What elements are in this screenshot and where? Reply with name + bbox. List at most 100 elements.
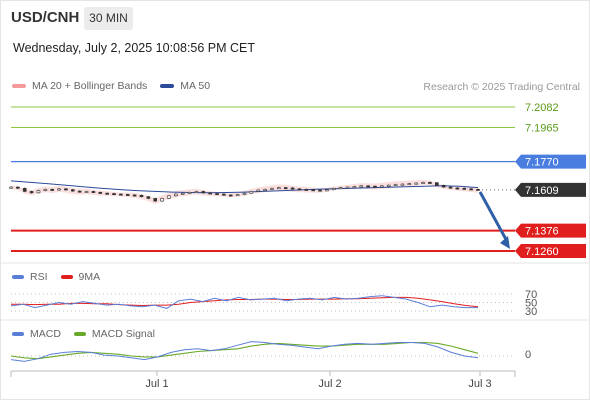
candle-body <box>441 185 446 188</box>
candle-body <box>469 188 473 191</box>
legend-label-9ma: 9MA <box>78 271 101 283</box>
symbol-title: USD/CNH <box>11 9 80 26</box>
legend-item-bollinger: MA 20 + Bollinger Bands <box>12 80 147 92</box>
candle-body <box>448 186 453 189</box>
candle-body <box>263 189 267 191</box>
candle-body <box>421 182 425 184</box>
candle-body <box>187 192 192 194</box>
x-tick-label: Jul 2 <box>318 378 341 390</box>
candle-body <box>318 189 322 192</box>
candle-body <box>105 192 109 195</box>
macd-line <box>10 341 479 362</box>
level-label-7-2082: 7.2082 <box>525 102 559 114</box>
candle-body <box>235 194 240 197</box>
rsi-tick-label: 50 <box>525 298 537 310</box>
candle-body <box>380 185 384 188</box>
candle-body <box>400 183 405 186</box>
candle-body <box>366 185 370 188</box>
x-tick-label: Jul 3 <box>468 378 491 390</box>
candle-body <box>201 191 206 194</box>
candle-body <box>256 189 261 192</box>
candle-body <box>194 191 199 193</box>
rsi-line <box>10 295 478 309</box>
candle-body <box>277 187 281 190</box>
candle-body <box>393 184 398 186</box>
timeframe-button[interactable]: 30 MIN <box>84 7 133 30</box>
candle-body <box>22 187 27 192</box>
candle-body <box>359 185 364 188</box>
level-tag-7-1260 <box>515 244 586 258</box>
rsi-legend: RSI 9MA <box>12 271 113 283</box>
candles-group <box>9 181 480 202</box>
rsi-tick-label: 70 <box>525 289 537 301</box>
candle-body <box>64 188 68 191</box>
candle-body <box>208 192 212 195</box>
candle-body <box>36 190 41 194</box>
candle-body <box>228 194 233 197</box>
candle-body <box>311 189 315 192</box>
candle-body <box>249 191 254 194</box>
timestamp-label: Wednesday, July 2, 2025 10:08:56 PM CET <box>13 41 256 55</box>
macd-swatch-icon <box>12 332 24 336</box>
candle-body <box>160 198 164 202</box>
candle-body <box>132 194 137 197</box>
level-tag-7-1376 <box>515 223 586 238</box>
level-label-7-1965: 7.1965 <box>525 122 559 134</box>
legend-item-ma50: MA 50 <box>160 80 210 92</box>
candle-body <box>476 189 480 191</box>
candle-body <box>345 186 350 189</box>
legend-label-rsi: RSI <box>30 271 48 283</box>
macd-signal-swatch-icon <box>73 332 86 336</box>
candle-body <box>43 189 48 191</box>
macd-legend: MACD MACD Signal <box>12 328 168 340</box>
candle-body <box>434 182 439 186</box>
candle-body <box>270 187 274 190</box>
candle-body <box>71 189 75 192</box>
chart-header: USD/CNH 30 MIN <box>0 0 590 36</box>
candle-body <box>57 188 61 191</box>
macd-tick-label: 0 <box>525 349 531 361</box>
legend-item-macd-signal: MACD Signal <box>73 328 155 340</box>
level-label-7-1609: 7.1609 <box>525 185 559 197</box>
level-label-7-1260: 7.1260 <box>525 246 559 258</box>
candle-body <box>462 187 467 190</box>
candle-body <box>153 198 158 202</box>
candle-body <box>167 195 171 199</box>
rsi-ma-swatch-icon <box>60 275 73 279</box>
ma50-line <box>10 180 479 194</box>
candle-body <box>125 194 130 196</box>
candle-body <box>290 187 295 190</box>
candle-body <box>297 188 302 191</box>
candle-body <box>29 191 34 194</box>
candle-body <box>9 186 13 189</box>
level-label-7-1770: 7.1770 <box>525 157 559 169</box>
candle-body <box>455 187 460 190</box>
candle-body <box>428 182 432 184</box>
ma50-swatch-icon <box>160 84 175 88</box>
candle-body <box>77 190 82 193</box>
level-tag-7-1609 <box>515 182 586 197</box>
candle-body <box>180 192 185 195</box>
legend-label-bollinger: MA 20 + Bollinger Bands <box>32 80 148 92</box>
candle-body <box>112 193 116 196</box>
level-label-7-1376: 7.1376 <box>525 226 559 238</box>
legend-item-rsi: RSI <box>12 271 48 283</box>
forecast-arrowhead <box>500 236 510 249</box>
rsi-swatch-icon <box>12 275 24 279</box>
candle-body <box>174 193 178 197</box>
level-tag-7-1770 <box>515 154 586 169</box>
candle-body <box>119 193 123 196</box>
legend-item-9ma: 9MA <box>60 271 101 283</box>
candle-body <box>16 186 20 189</box>
legend-label-macd: MACD <box>30 328 61 340</box>
candle-body <box>338 187 343 190</box>
candle-body <box>414 182 418 185</box>
candle-body <box>331 187 336 190</box>
research-credit: Research © 2025 Trading Central <box>423 81 580 93</box>
candle-body <box>407 183 412 186</box>
candle-body <box>146 196 151 199</box>
candle-body <box>242 192 247 195</box>
forecast-arrow <box>478 191 510 244</box>
legend-item-macd: MACD <box>12 328 61 340</box>
